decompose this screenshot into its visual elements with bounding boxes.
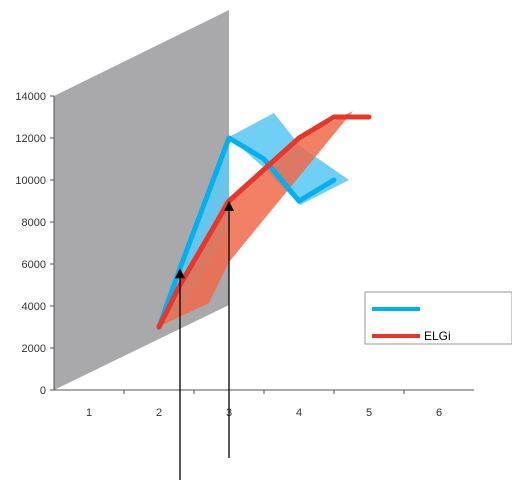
x-tick-label: 6 (436, 407, 442, 419)
x-tick-label: 2 (156, 407, 162, 419)
chart-back-wall (54, 10, 229, 390)
legend-label-elgi: ELGi (424, 329, 451, 343)
x-axis-ticks: 123456 (86, 390, 442, 419)
arrow-head (175, 268, 185, 279)
annotation-arrow (175, 268, 185, 480)
x-tick-label: 4 (296, 407, 302, 419)
y-tick-label: 10000 (15, 175, 46, 187)
y-tick-label: 4000 (22, 301, 46, 313)
arrow-head (224, 201, 234, 211)
y-tick-label: 0 (40, 385, 46, 397)
series-line-elgi (156, 114, 372, 330)
legend: ELGi (364, 291, 512, 345)
y-tick-label: 14000 (15, 91, 46, 103)
y-tick-label: 6000 (22, 259, 46, 271)
x-tick-label: 1 (86, 407, 92, 419)
y-axis-ticks: 0 2000 4000 6000 8000 10000 12000 14000 (15, 91, 54, 397)
x-tick-label: 5 (366, 407, 372, 419)
annotation-arrow (224, 201, 234, 458)
y-tick-label: 8000 (22, 217, 46, 229)
y-tick-label: 12000 (15, 133, 46, 145)
y-tick-label: 2000 (22, 343, 46, 355)
annotation-arrows (175, 201, 234, 480)
